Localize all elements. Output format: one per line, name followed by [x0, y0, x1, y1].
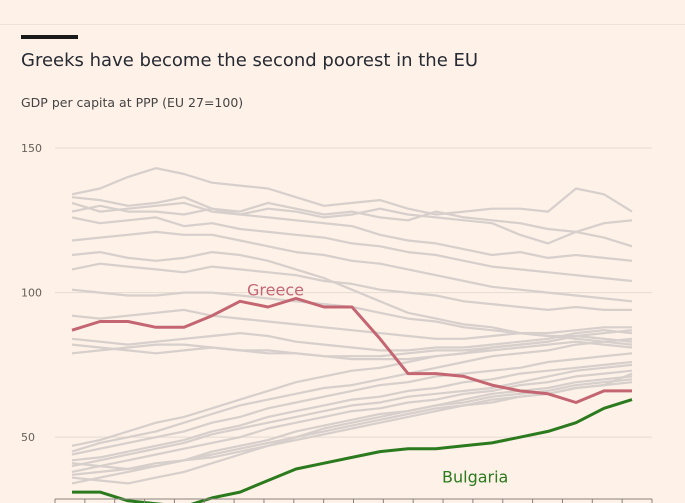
- y-tick-label-50: 50: [21, 431, 35, 444]
- series-line-other-14: [71, 329, 633, 447]
- y-tick-label-150: 150: [21, 142, 42, 155]
- chart-subtitle: GDP per capita at PPP (EU 27=100): [21, 95, 244, 110]
- series-line-other-11: [71, 329, 633, 352]
- series-line-other-10: [71, 308, 632, 340]
- series-line-other-4: [71, 204, 633, 262]
- series-line-greece: [71, 296, 632, 404]
- series-line-other-23: [71, 372, 633, 476]
- highlighted-lines: [71, 296, 633, 503]
- series-line-other-17: [71, 360, 633, 462]
- series-line-other-6: [71, 230, 633, 303]
- series-line-other-8: [71, 262, 632, 311]
- series-line-other-5: [71, 216, 633, 283]
- gridlines: [55, 147, 652, 438]
- y-axis-ticks: 50 100 150: [21, 142, 42, 444]
- series-line-other-13: [71, 340, 633, 361]
- x-axis: [54, 498, 653, 503]
- chart-title: Greeks have become the second poorest in…: [21, 50, 479, 71]
- top-divider: [0, 24, 685, 25]
- series-annotations: Greece Bulgaria: [247, 281, 508, 487]
- series-line-other-16: [71, 352, 633, 456]
- series-label-greece: Greece: [247, 281, 304, 300]
- series-line-other-15: [71, 337, 633, 453]
- series-line-other-22: [71, 375, 633, 471]
- series-line-other-1: [71, 167, 633, 216]
- series-line-other-2: [71, 196, 633, 233]
- y-tick-label-100: 100: [21, 287, 42, 300]
- series-line-other-19: [71, 369, 633, 473]
- series-line-other-3: [71, 201, 633, 248]
- series-label-bulgaria: Bulgaria: [442, 468, 508, 487]
- title-accent-bar: [21, 35, 78, 39]
- series-line-bulgaria: [72, 398, 633, 503]
- line-chart: 50 100 150 Greece Bulgaria: [21, 142, 653, 503]
- series-line-other-18: [71, 363, 633, 468]
